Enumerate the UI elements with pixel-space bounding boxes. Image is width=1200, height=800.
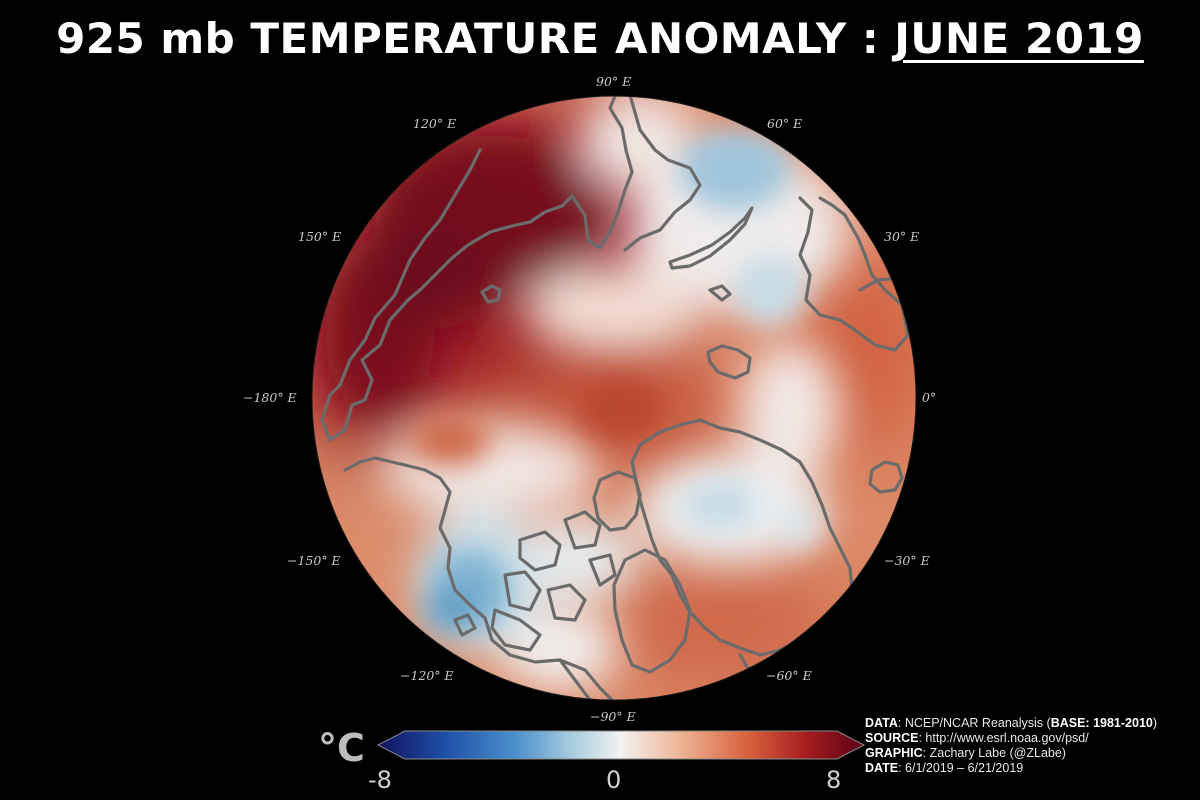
- lon-label-90e: 90° E: [596, 74, 632, 89]
- map-title: 925 mb TEMPERATURE ANOMALY : JUNE 2019: [0, 14, 1200, 63]
- lon-label-m60e: −60° E: [766, 668, 812, 683]
- lon-label-m150e: −150° E: [287, 553, 341, 568]
- credits-block: DATA: NCEP/NCAR Reanalysis (BASE: 1981-2…: [865, 716, 1195, 776]
- lon-label-m120e: −120° E: [400, 668, 454, 683]
- colorbar-unit: °C: [318, 726, 365, 770]
- arctic-archipelago-5: [588, 553, 617, 587]
- lon-label-150e: 150° E: [298, 229, 342, 244]
- lon-label-30e: 30° E: [884, 229, 920, 244]
- map-border: [311, 95, 917, 701]
- title-date: JUNE 2019: [894, 14, 1144, 63]
- baffin: [612, 548, 692, 674]
- credit-date: DATE: 6/1/2019 – 6/21/2019: [865, 761, 1024, 775]
- lon-label-m180e: −180° E: [243, 390, 297, 405]
- lon-label-m30e: −30° E: [884, 553, 930, 568]
- colorbar-tick-mid: 0: [606, 766, 622, 794]
- alaska-coast: [343, 456, 407, 472]
- novaya-zemlya: [668, 206, 754, 270]
- victoria-island: [490, 608, 542, 652]
- taymyr-coast: [623, 96, 702, 252]
- arctic-archipelago-4: [546, 583, 587, 622]
- arctic-archipelago-2: [563, 510, 602, 550]
- north-america-coast: [403, 463, 614, 700]
- lon-label-60e: 60° E: [767, 116, 803, 131]
- novosibirsk: [480, 284, 502, 304]
- colorbar-tick-min: -8: [368, 766, 392, 794]
- colorbar: [376, 730, 866, 760]
- iceland: [868, 460, 904, 494]
- alaska-islands: [453, 613, 477, 637]
- lon-label-m90e: −90° E: [590, 709, 636, 724]
- ellesmere: [592, 470, 642, 532]
- franz-josef: [708, 284, 732, 302]
- anomaly-field: [312, 96, 916, 700]
- title-prefix: 925 mb TEMPERATURE ANOMALY :: [56, 14, 880, 63]
- chukotka-coast: [320, 148, 482, 442]
- colorbar-gradient: [376, 730, 866, 760]
- scandinavia-coast: [798, 196, 910, 352]
- arctic-archipelago-1: [518, 530, 562, 572]
- lon-label-0: 0°: [922, 390, 937, 405]
- credit-source: SOURCE: http://www.esrl.noaa.gov/psd/: [865, 731, 1089, 745]
- arctic-archipelago-3: [503, 570, 542, 612]
- lon-label-120e: 120° E: [413, 116, 457, 131]
- colorbar-tick-max: 8: [826, 766, 842, 794]
- svalbard: [706, 344, 752, 380]
- hudson-coast: [558, 658, 592, 700]
- credit-graphic: GRAPHIC: Zachary Labe (@ZLabe): [865, 746, 1066, 760]
- credit-data: DATA: NCEP/NCAR Reanalysis (BASE: 1981-2…: [865, 716, 1158, 730]
- siberia-coast: [328, 96, 634, 442]
